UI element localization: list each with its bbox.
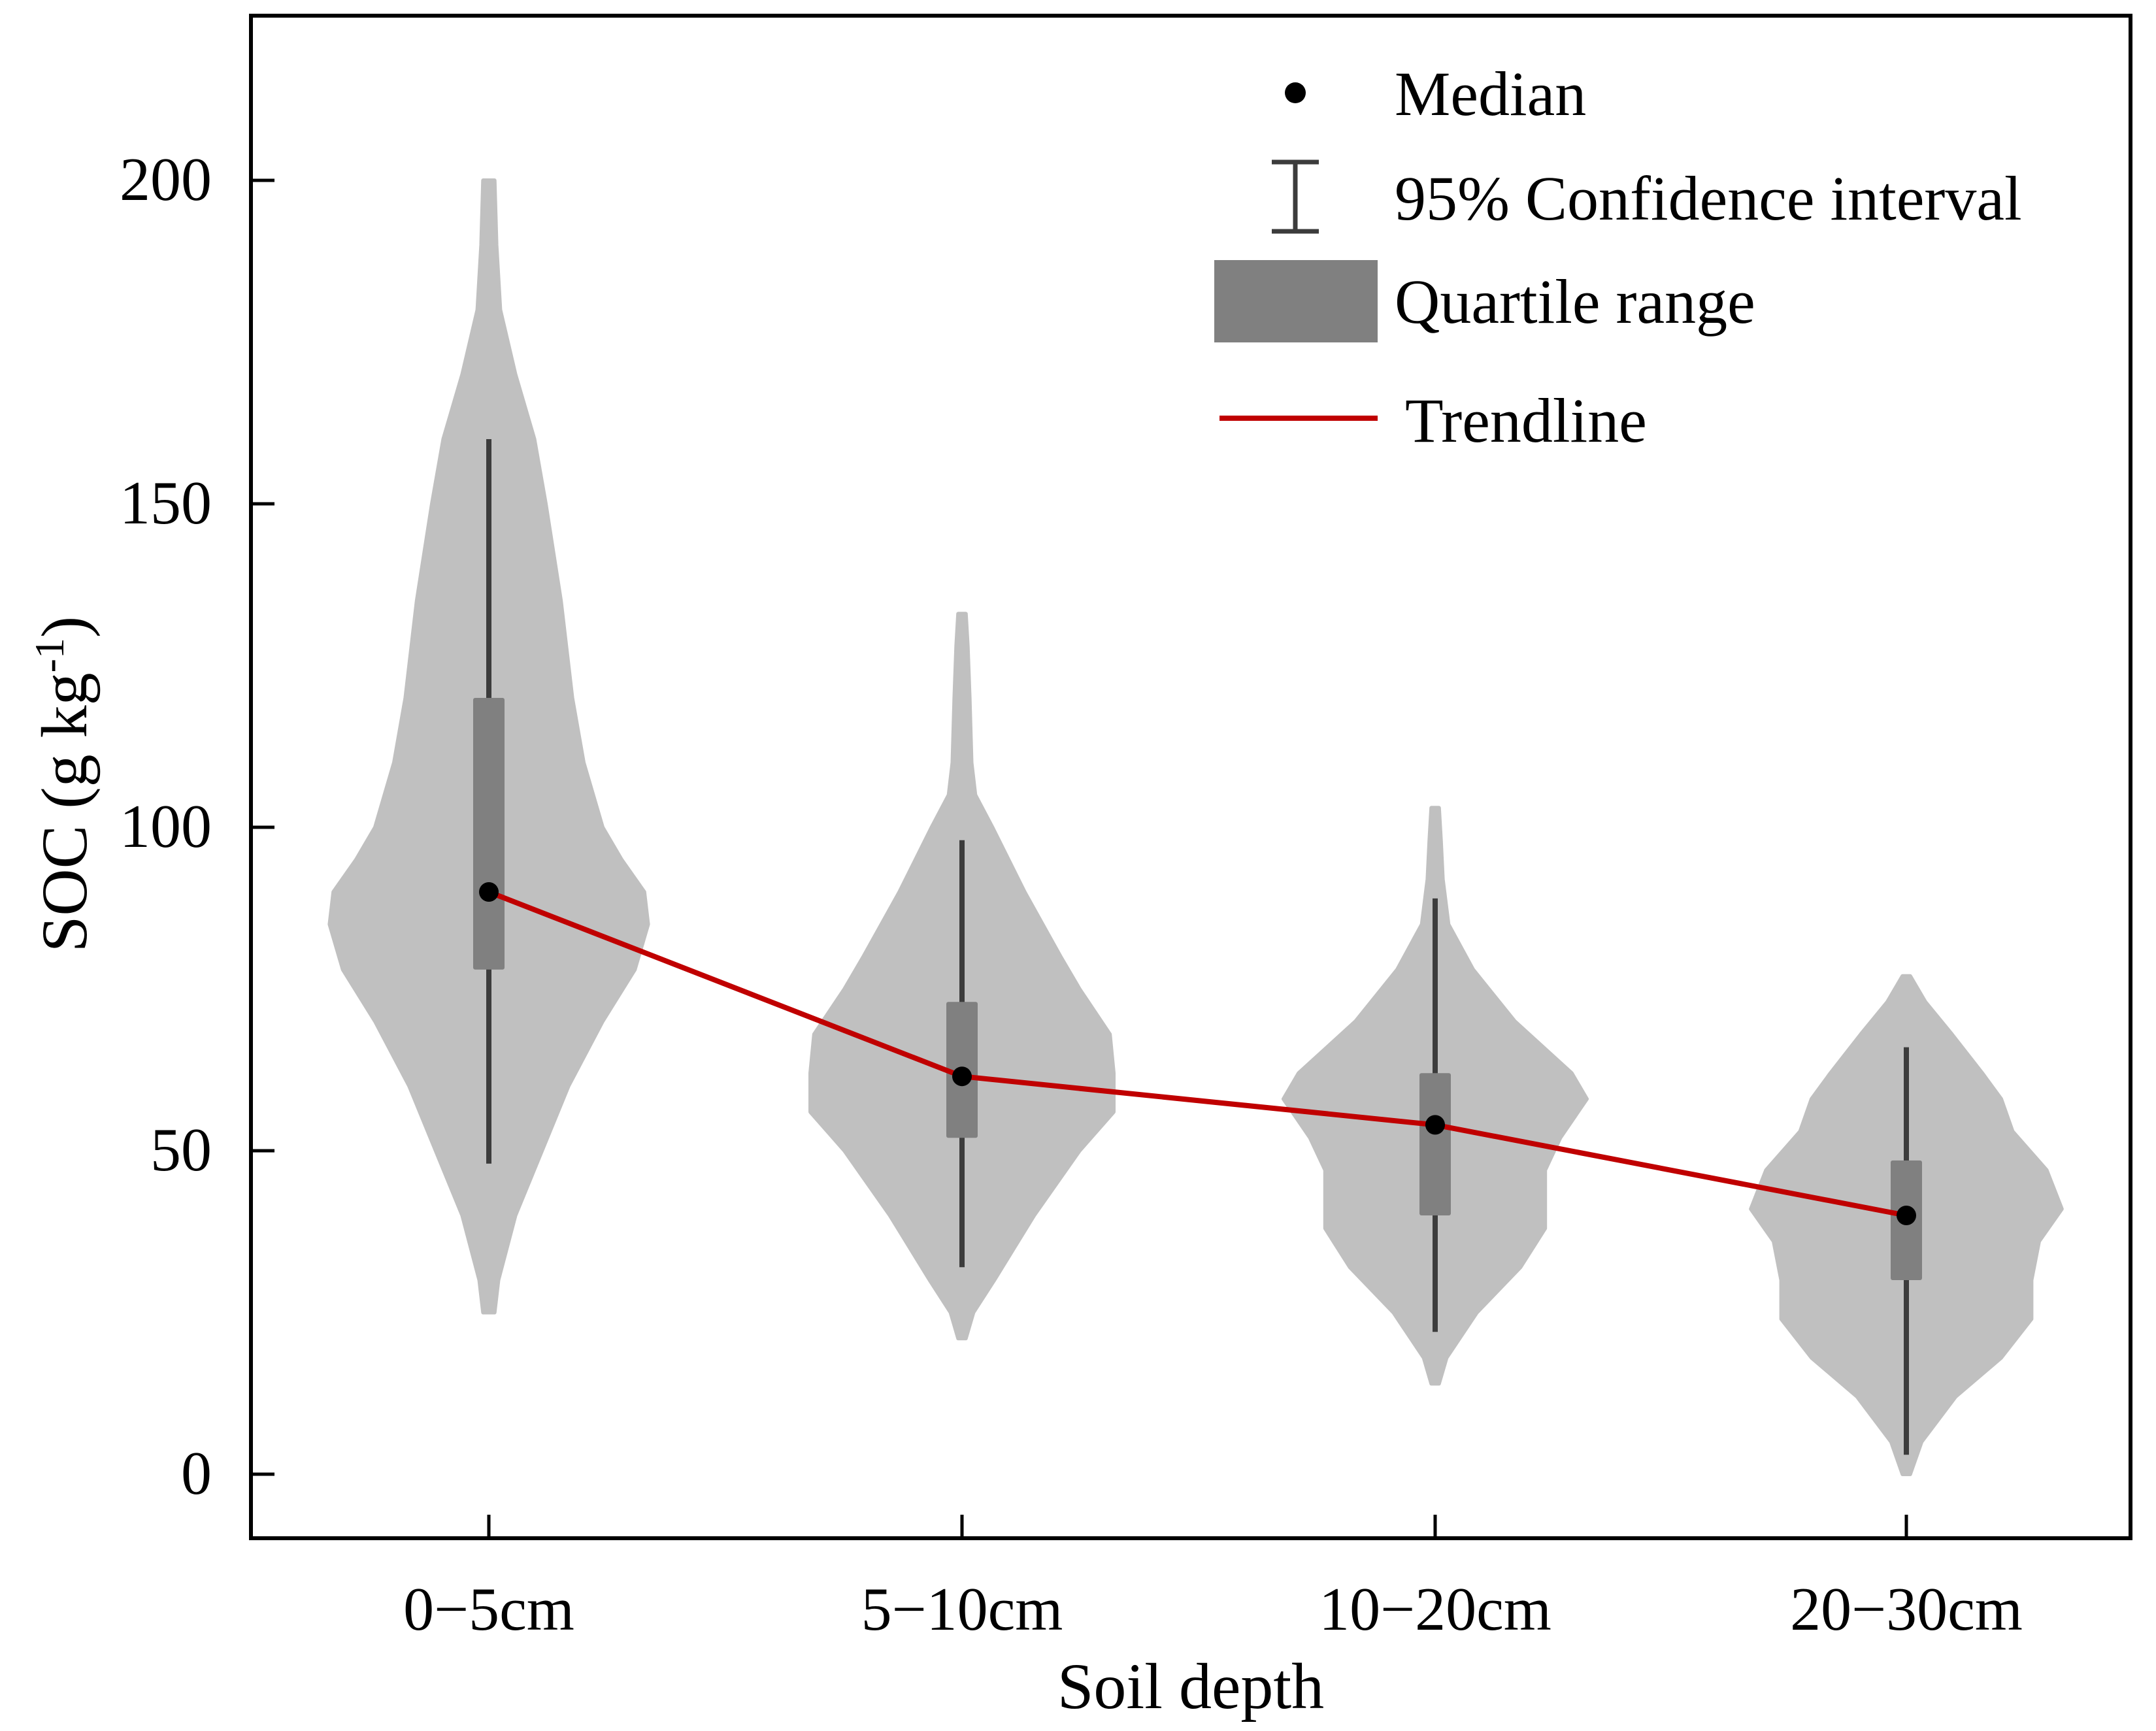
y-tick-label: 50: [150, 1116, 212, 1184]
x-tick-label: 0−5cm: [403, 1575, 574, 1643]
y-axis: 0 50 100 150 200: [120, 146, 274, 1508]
quartile-box: [1419, 1073, 1451, 1215]
legend-ci-label: 95% Confidence interval: [1395, 163, 2022, 233]
median-point: [1897, 1206, 1916, 1225]
trendline: [488, 889, 1907, 1218]
plot-frame: [249, 14, 2132, 1540]
x-tick-label: 20−30cm: [1790, 1575, 2023, 1643]
y-tick-label: 150: [120, 469, 212, 537]
median-point: [1425, 1115, 1445, 1135]
x-tick-label: 10−20cm: [1319, 1575, 1551, 1643]
legend-quartile-label: Quartile range: [1395, 267, 1755, 337]
legend-quartile-marker: [1214, 260, 1378, 342]
y-axis-title-sup: -1: [26, 638, 73, 672]
y-tick-label: 100: [120, 793, 212, 861]
x-axis-title: Soil depth: [1057, 1650, 1324, 1723]
x-axis: 0−5cm 5−10cm 10−20cm 20−30cm: [403, 1515, 2023, 1643]
x-tick-label: 5−10cm: [861, 1575, 1063, 1643]
quartile-box: [473, 698, 505, 970]
legend-ci-marker: [1272, 159, 1319, 234]
y-axis-title-tail: ): [28, 616, 101, 638]
y-tick-label: 0: [181, 1440, 212, 1508]
y-axis-title-main: SOC (g kg: [28, 672, 101, 952]
violins-group: [327, 178, 2064, 1476]
trendline-group: [488, 889, 1907, 1218]
legend-median-label: Median: [1395, 59, 1586, 129]
median-point: [952, 1066, 972, 1087]
y-tick-label: 200: [120, 146, 212, 214]
median-point: [479, 882, 499, 902]
y-axis-title: SOC (g kg-1): [26, 616, 101, 952]
legend-trendline-label: Trendline: [1405, 386, 1647, 455]
medians-group: [479, 882, 1916, 1225]
legend: Median 95% Confidence interval Quartile …: [1214, 59, 2022, 455]
legend-median-marker: [1285, 82, 1306, 103]
